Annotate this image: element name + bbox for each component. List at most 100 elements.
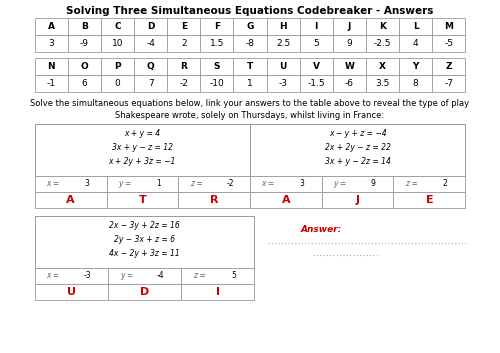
Text: 2.5: 2.5	[276, 39, 290, 48]
Text: Q: Q	[147, 62, 154, 71]
Text: E: E	[180, 22, 187, 31]
Bar	[68, 35, 101, 52]
Bar	[333, 75, 366, 92]
Bar	[181, 284, 254, 300]
Bar	[366, 18, 399, 35]
Bar	[250, 192, 322, 208]
Text: I: I	[216, 287, 220, 297]
Text: 2y − 3x + z = 6: 2y − 3x + z = 6	[114, 234, 175, 244]
Bar	[35, 284, 108, 300]
Bar	[35, 216, 254, 268]
Bar	[134, 35, 167, 52]
Text: y =: y =	[120, 271, 133, 281]
Bar	[234, 35, 266, 52]
Text: 6: 6	[82, 79, 87, 88]
Bar	[333, 58, 366, 75]
Bar	[399, 75, 432, 92]
Text: 4: 4	[412, 39, 418, 48]
Bar	[300, 75, 333, 92]
Text: -3: -3	[84, 271, 92, 281]
Text: 3.5: 3.5	[376, 79, 390, 88]
Bar	[68, 75, 101, 92]
Bar	[266, 75, 300, 92]
Bar	[333, 18, 366, 35]
Text: J: J	[348, 22, 351, 31]
Bar	[101, 75, 134, 92]
Bar	[266, 58, 300, 75]
Bar	[68, 58, 101, 75]
Text: 3: 3	[299, 179, 304, 189]
Bar	[178, 176, 250, 192]
Bar	[200, 75, 234, 92]
Bar	[266, 35, 300, 52]
Bar	[300, 18, 333, 35]
Bar	[134, 75, 167, 92]
Bar	[68, 18, 101, 35]
Text: P: P	[114, 62, 121, 71]
Bar	[181, 268, 254, 284]
Text: 3: 3	[84, 179, 89, 189]
Text: 3x + y − 2z = 14: 3x + y − 2z = 14	[324, 156, 390, 166]
Bar	[366, 75, 399, 92]
Bar	[35, 124, 465, 176]
Text: 0: 0	[114, 79, 120, 88]
Text: T: T	[138, 195, 146, 205]
Text: K: K	[379, 22, 386, 31]
Text: T: T	[247, 62, 253, 71]
Text: A: A	[282, 195, 290, 205]
Bar	[432, 75, 465, 92]
Bar	[134, 58, 167, 75]
Text: 2x − 3y + 2z = 16: 2x − 3y + 2z = 16	[110, 221, 180, 229]
Bar	[234, 75, 266, 92]
Bar	[108, 268, 181, 284]
Text: B: B	[81, 22, 88, 31]
Text: M: M	[444, 22, 453, 31]
Bar	[101, 58, 134, 75]
Text: J: J	[356, 195, 360, 205]
Bar	[35, 176, 106, 192]
Text: V: V	[312, 62, 320, 71]
Text: Y: Y	[412, 62, 418, 71]
Text: O: O	[80, 62, 88, 71]
Bar	[35, 18, 68, 35]
Text: I: I	[314, 22, 318, 31]
Text: -4: -4	[146, 39, 155, 48]
Text: Answer:: Answer:	[301, 225, 343, 233]
Text: -2.5: -2.5	[374, 39, 391, 48]
Text: x − y + z = −4: x − y + z = −4	[329, 128, 386, 138]
Text: y =: y =	[333, 179, 346, 189]
Text: L: L	[412, 22, 418, 31]
Bar	[399, 18, 432, 35]
Text: 2: 2	[443, 179, 448, 189]
Text: 9: 9	[371, 179, 376, 189]
Text: -6: -6	[345, 79, 354, 88]
Text: 8: 8	[412, 79, 418, 88]
Text: 5: 5	[232, 271, 236, 281]
Text: 2x + 2y − z = 22: 2x + 2y − z = 22	[324, 143, 390, 151]
Bar	[200, 35, 234, 52]
Text: A: A	[48, 22, 55, 31]
Text: E: E	[426, 195, 433, 205]
Bar	[432, 35, 465, 52]
Bar	[35, 58, 68, 75]
Bar	[200, 18, 234, 35]
Text: x + y = 4: x + y = 4	[124, 128, 160, 138]
Text: Solving Three Simultaneous Equations Codebreaker - Answers: Solving Three Simultaneous Equations Cod…	[66, 6, 434, 16]
Bar	[35, 35, 68, 52]
Text: -10: -10	[210, 79, 224, 88]
Bar	[35, 192, 106, 208]
Bar	[366, 58, 399, 75]
Bar	[399, 35, 432, 52]
Text: -1: -1	[47, 79, 56, 88]
Text: x =: x =	[262, 179, 274, 189]
Text: H: H	[280, 22, 287, 31]
Bar	[432, 58, 465, 75]
Bar	[250, 176, 322, 192]
Text: Solve the simultaneous equations below, link your answers to the table above to : Solve the simultaneous equations below, …	[30, 100, 469, 108]
Text: 1.5: 1.5	[210, 39, 224, 48]
Bar	[106, 192, 178, 208]
Text: Shakespeare wrote, solely on Thursdays, whilst living in France:: Shakespeare wrote, solely on Thursdays, …	[116, 110, 384, 120]
Text: y =: y =	[118, 179, 131, 189]
Bar	[300, 58, 333, 75]
Bar	[101, 18, 134, 35]
